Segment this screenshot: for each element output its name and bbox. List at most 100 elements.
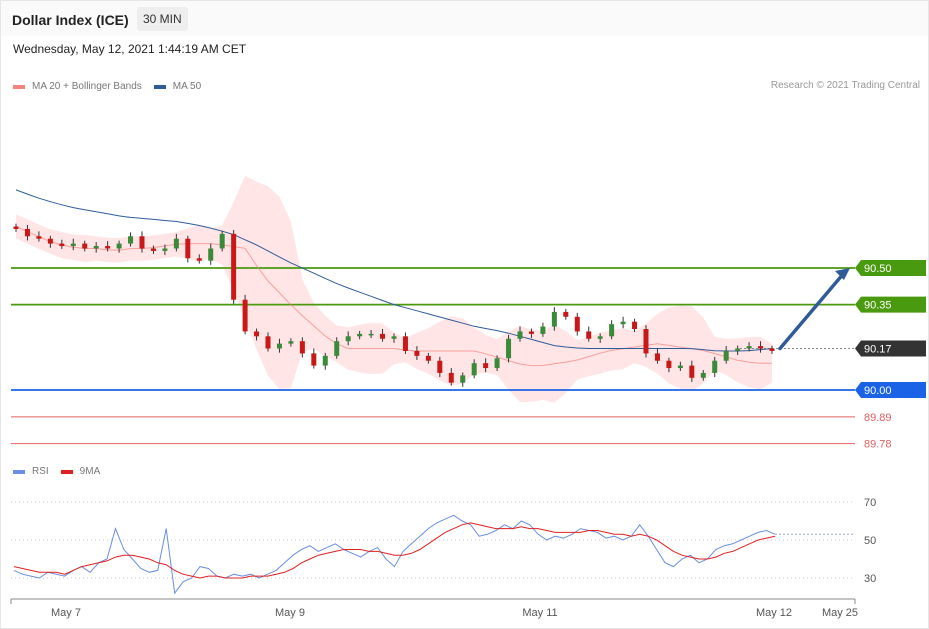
timestamp: Wednesday, May 12, 2021 1:44:19 AM CET (13, 42, 247, 56)
candle-body (666, 360, 672, 369)
level-tag (855, 382, 926, 398)
x-tick-label: May 9 (275, 607, 305, 619)
candle-body (334, 341, 340, 356)
candle-body (231, 233, 237, 300)
candle-body (24, 228, 30, 237)
candle-body (528, 331, 534, 334)
candle-body (276, 343, 282, 349)
candle-body (116, 243, 122, 249)
candle-body (36, 236, 42, 239)
candle-body (517, 331, 523, 339)
ma20-legend-label: MA 20 + Bollinger Bands (32, 81, 142, 92)
candle-body (677, 365, 683, 369)
candle-body (368, 333, 374, 336)
candle-body (402, 336, 408, 351)
candle-body (471, 363, 477, 376)
candle-body (643, 329, 649, 354)
candle-body (173, 238, 179, 249)
rsi-ma-line (13, 522, 776, 579)
candle-body (700, 372, 706, 378)
candle-body (723, 350, 729, 361)
candle-body (540, 326, 546, 334)
rsi-line (13, 514, 776, 595)
candle-body (150, 248, 156, 251)
rsi-legend: RSI 9MA (13, 466, 100, 477)
x-tick-label: May 12 (756, 607, 792, 619)
rsi-ma-legend-label: 9MA (79, 466, 101, 477)
rsi-legend-label: RSI (32, 466, 49, 477)
candle-body (208, 248, 214, 261)
candle-body (254, 331, 260, 337)
projection-arrow (778, 271, 846, 351)
candle-body (265, 336, 271, 349)
price-legend: MA 20 + Bollinger Bands MA 50 (13, 81, 201, 92)
candle-body (769, 348, 775, 351)
rsi-tick-label: 50 (864, 535, 876, 547)
candle-body (551, 311, 557, 327)
candle-body (391, 336, 397, 339)
candle-body (128, 236, 134, 244)
candle-body (59, 243, 65, 247)
candle-body (506, 338, 512, 359)
candle-body (437, 360, 443, 373)
candle-body (47, 238, 53, 244)
projection-arrowhead (835, 268, 850, 280)
x-tick-label: May 11 (522, 607, 557, 619)
candle-body (311, 353, 317, 366)
candle-body (425, 355, 431, 361)
rsi-tick-label: 30 (864, 573, 876, 585)
candle-body (460, 375, 466, 383)
chart-header: Dollar Index (ICE) 30 MIN (1, 1, 928, 36)
candle-body (483, 363, 489, 369)
instrument-title: Dollar Index (ICE) (12, 12, 129, 28)
rsi-tick-label: 70 (864, 497, 876, 509)
candle-body (563, 311, 569, 317)
candle-body (185, 238, 191, 259)
level-label: 90.50 (864, 263, 892, 275)
candle-body (70, 243, 76, 247)
candle-body (689, 365, 695, 378)
candle-body (597, 336, 603, 339)
candle-body (494, 358, 500, 369)
candle-body (609, 324, 615, 337)
candle-body (357, 333, 363, 337)
ma50-swatch (153, 84, 166, 89)
copyright-notice: Research © 2021 Trading Central (770, 80, 920, 91)
level-label: 89.89 (864, 412, 892, 424)
candle-body (219, 233, 225, 249)
rsi-swatch (13, 469, 25, 474)
ma50-legend-label: MA 50 (172, 81, 202, 92)
level-tag (855, 296, 926, 313)
candle-body (414, 350, 420, 356)
candle-body (93, 246, 99, 249)
candle-body (322, 355, 328, 366)
candle-body (712, 360, 718, 373)
candle-body (574, 316, 580, 332)
candle-body (288, 341, 294, 344)
level-label: 90.35 (864, 300, 892, 312)
candle-body (105, 246, 111, 249)
candle-body (299, 341, 305, 354)
candle-body (345, 336, 351, 342)
level-label: 89.78 (864, 439, 892, 451)
level-tag (855, 260, 926, 276)
candle-body (13, 226, 19, 229)
rsi-ma-swatch (60, 469, 73, 474)
candle-body (735, 348, 741, 351)
candle-body (380, 333, 386, 339)
ma20-swatch (13, 84, 25, 89)
x-tick-label: May 7 (51, 607, 81, 619)
candle-body (620, 321, 626, 325)
candle-body (632, 321, 638, 329)
candle-body (448, 372, 454, 383)
candle-body (586, 331, 592, 339)
interval-badge[interactable]: 30 MIN (137, 7, 188, 31)
candle-body (162, 248, 168, 251)
level-tag (855, 340, 926, 357)
level-label: 90.17 (864, 344, 892, 356)
candle-body (242, 299, 248, 332)
candle-body (82, 243, 88, 249)
candle-body (139, 236, 145, 249)
level-label: 90.00 (864, 385, 892, 397)
